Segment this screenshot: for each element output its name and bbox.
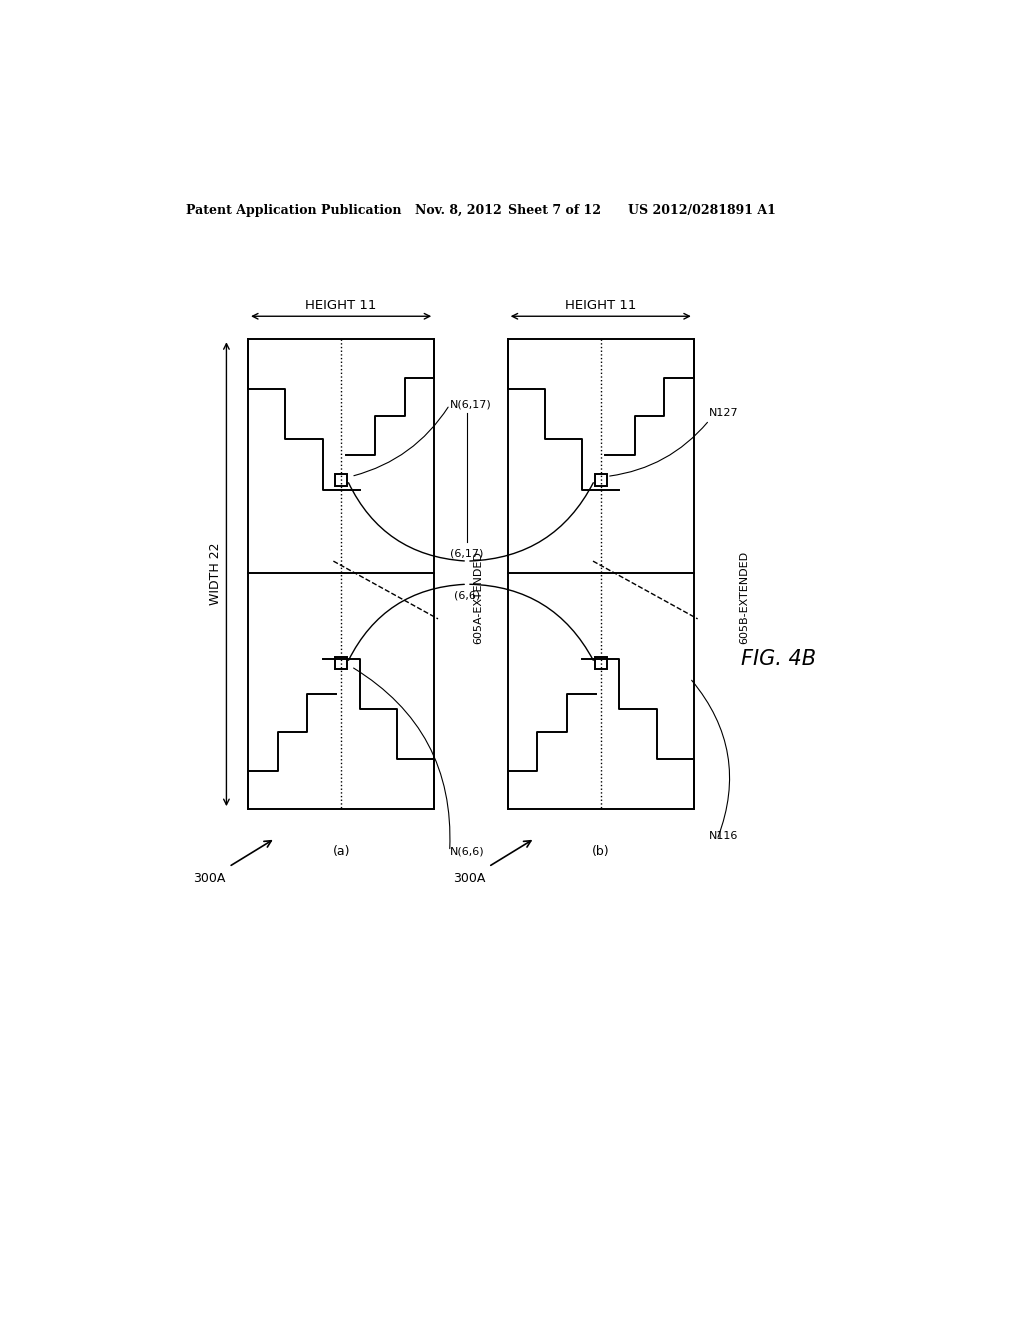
Bar	[335, 474, 347, 487]
Text: HEIGHT 11: HEIGHT 11	[565, 298, 637, 312]
Text: Sheet 7 of 12: Sheet 7 of 12	[508, 205, 601, 218]
Text: N116: N116	[710, 832, 738, 841]
Bar	[595, 656, 607, 669]
Text: (6,6): (6,6)	[454, 591, 480, 601]
Bar	[595, 474, 607, 487]
Text: (6,17): (6,17)	[451, 548, 483, 558]
Text: 605A-EXTENDED: 605A-EXTENDED	[474, 550, 483, 644]
Bar	[335, 656, 347, 669]
Text: N(6,6): N(6,6)	[450, 846, 484, 857]
Text: 300A: 300A	[453, 871, 485, 884]
Text: N(6,17): N(6,17)	[450, 400, 492, 409]
Text: (b): (b)	[592, 845, 609, 858]
Text: 300A: 300A	[194, 871, 225, 884]
Text: Patent Application Publication: Patent Application Publication	[186, 205, 401, 218]
Text: Nov. 8, 2012: Nov. 8, 2012	[415, 205, 502, 218]
Text: HEIGHT 11: HEIGHT 11	[305, 298, 377, 312]
Text: 605B-EXTENDED: 605B-EXTENDED	[739, 550, 750, 644]
Text: (a): (a)	[333, 845, 350, 858]
Text: FIG. 4B: FIG. 4B	[741, 649, 816, 669]
Text: N127: N127	[710, 408, 739, 417]
Text: WIDTH 22: WIDTH 22	[209, 543, 222, 606]
Text: US 2012/0281891 A1: US 2012/0281891 A1	[628, 205, 776, 218]
